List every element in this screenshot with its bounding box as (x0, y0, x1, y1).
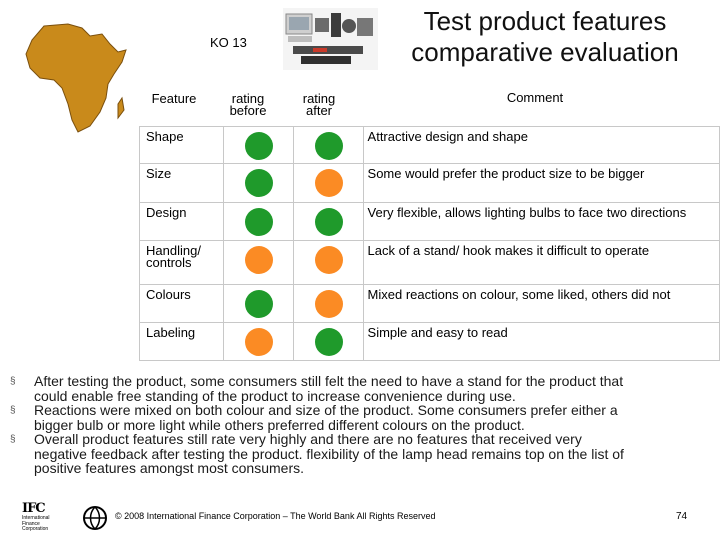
comment-text: Attractive design and shape (367, 129, 528, 144)
copyright-text: © 2008 International Finance Corporation… (115, 511, 436, 521)
table-row: Colours Mixed reactions on colour, some l… (139, 284, 720, 323)
rating-after-cell (292, 126, 364, 164)
comment-text: Simple and easy to read (367, 325, 508, 340)
bullet-marker: § (10, 434, 16, 445)
rating-before-cell (222, 284, 294, 323)
feature-cell: Colours (139, 284, 224, 323)
comment-cell: Some would prefer the product size to be… (362, 163, 720, 203)
table-row: Handling/controls Lack of a stand/ hook m… (139, 240, 720, 285)
comment-cell: Mixed reactions on colour, some liked, o… (362, 284, 720, 323)
rating-after-dot (314, 328, 343, 356)
page-title: Test product features comparative evalua… (380, 6, 710, 68)
feature-cell: Design (139, 202, 224, 241)
ifc-logo-text: Finance (22, 520, 40, 527)
feature-label-line2: controls (146, 255, 192, 270)
title-line-2: comparative evaluation (411, 37, 679, 67)
rating-after-cell (292, 322, 364, 361)
ifc-logo-text: International (22, 515, 50, 521)
comment-cell: Very flexible, allows lighting bulbs to … (362, 202, 720, 241)
table-row: Design Very flexible, allows lighting bul… (139, 202, 720, 241)
rating-after-dot (314, 169, 343, 197)
ifc-logo: IFC International Finance Corporation (22, 502, 64, 536)
feature-cell: Labeling (139, 322, 224, 361)
rating-after-cell (292, 284, 364, 323)
bullet-text-line: Reactions were mixed on both colour and … (34, 402, 618, 418)
bullet-item: § Reactions were mixed on both colour an… (10, 403, 715, 432)
product-photo (283, 8, 378, 70)
rating-before-cell (222, 126, 294, 164)
feature-cell: Handling/controls (139, 240, 224, 285)
feature-rating-table: Shape Attractive design and shape Size Some… (139, 126, 720, 361)
bullet-marker: § (10, 405, 16, 416)
africa-map-icon (25, 23, 127, 133)
rating-after-cell (292, 202, 364, 241)
feature-label: Labeling (146, 325, 196, 340)
comment-cell: Attractive design and shape (362, 126, 720, 164)
bullet-text-line: Overall product features still rate very… (34, 431, 582, 447)
africa-shape (25, 23, 127, 133)
rating-before-dot (244, 328, 273, 356)
world-bank-logo-icon (83, 506, 107, 530)
comment-text: Lack of a stand/ hook makes it difficult… (367, 243, 650, 258)
bullet-marker: § (10, 376, 16, 387)
bullet-text-line: bigger bulb or more light while others p… (34, 416, 525, 433)
rating-after-dot (314, 290, 343, 318)
bullet-text-line: positive features amongst most consumers… (34, 460, 305, 476)
rating-before-dot (244, 208, 273, 236)
rating-after-cell (292, 240, 364, 285)
comment-text: Very flexible, allows lighting bulbs to … (367, 205, 687, 220)
column-header-feature: Feature (151, 91, 197, 106)
comment-text: Mixed reactions on colour, some liked, o… (367, 287, 671, 302)
page-number: 74 (676, 511, 688, 522)
bullet-item: § After testing the product, some consum… (10, 374, 715, 403)
feature-cell: Shape (139, 126, 224, 164)
findings-list: § After testing the product, some consum… (10, 374, 715, 476)
rating-before-dot (244, 246, 273, 274)
comment-text: Some would prefer the product size to be… (367, 166, 645, 181)
ifc-logo-mark: IFC (22, 501, 46, 516)
comment-cell: Simple and easy to read (362, 322, 720, 361)
column-header-comment: Comment (506, 90, 564, 105)
bullet-text-line: After testing the product, some consumer… (34, 373, 624, 389)
rating-before-cell (222, 240, 294, 285)
bullet-item: § Overall product features still rate ve… (10, 432, 715, 476)
header-rating-word: rating (231, 91, 265, 106)
comment-cell: Lack of a stand/ hook makes it difficult… (362, 240, 720, 285)
rating-before-dot (244, 132, 273, 160)
rating-before-cell (222, 322, 294, 361)
column-header-rating-before: rating before (220, 91, 276, 118)
header-before-word: before (229, 103, 267, 118)
feature-label: Handling/ (146, 243, 201, 258)
rating-after-cell (292, 163, 364, 203)
rating-before-cell (222, 202, 294, 241)
feature-label: Colours (146, 287, 191, 302)
bullet-text-line: could enable free standing of the produc… (34, 387, 516, 404)
rating-before-cell (222, 163, 294, 203)
rating-before-dot (244, 290, 273, 318)
bullet-text-line: negative feedback after testing the prod… (34, 445, 624, 462)
feature-cell: Size (139, 163, 224, 203)
table-row: Size Some would prefer the product size t… (139, 163, 720, 203)
feature-label: Shape (146, 129, 184, 144)
header-rating-word: rating (302, 91, 336, 106)
ifc-logo-text: Corporation (22, 526, 49, 532)
rating-after-dot (314, 246, 343, 274)
table-row: Labeling Simple and easy to read (139, 322, 720, 361)
table-row: Shape Attractive design and shape (139, 126, 720, 164)
feature-label: Design (146, 205, 187, 220)
rating-before-dot (244, 169, 273, 197)
rating-after-dot (314, 132, 343, 160)
column-header-rating-after: rating after (292, 91, 346, 118)
title-line-1: Test product features (423, 6, 667, 36)
header-after-word: after (305, 103, 332, 118)
course-code: KO 13 (210, 35, 247, 50)
rating-after-dot (314, 208, 343, 236)
feature-label: Size (146, 166, 172, 181)
